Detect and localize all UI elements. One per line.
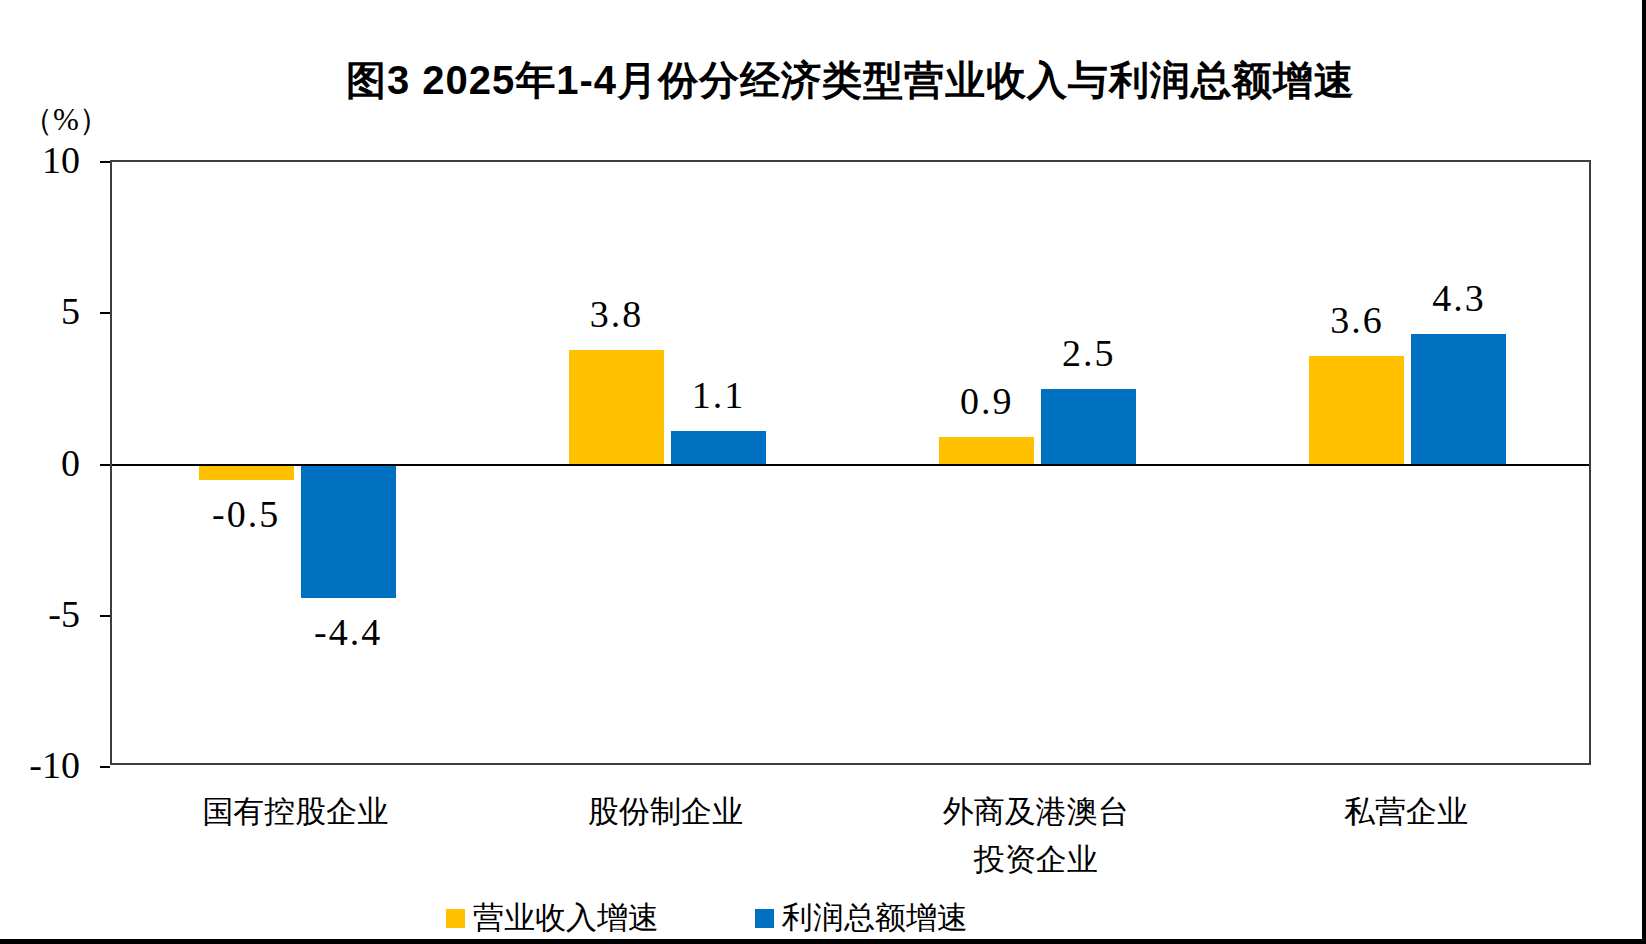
chart-legend: 营业收入增速 利润总额增速 — [446, 899, 968, 937]
bar-利润总额增速-股份制企业 — [671, 431, 766, 464]
y-axis-tick-label: -10 — [29, 746, 80, 784]
bar-value-label: 1.1 — [633, 373, 803, 417]
category-label: 股份制企业 — [588, 788, 743, 836]
legend-swatch-icon — [446, 909, 465, 928]
x-axis-category-labels: 国有控股企业 股份制企业 外商及港澳台 投资企业 私营企业 — [110, 788, 1591, 898]
legend-label: 利润总额增速 — [782, 899, 968, 937]
bar-营业收入增速-私营企业 — [1309, 356, 1404, 465]
y-axis-tick-mark — [100, 312, 110, 314]
bar-value-label: -0.5 — [161, 492, 331, 536]
y-axis-tick-label: 0 — [61, 444, 80, 482]
bar-value-label: 3.8 — [531, 292, 701, 336]
bar-value-label: -4.4 — [263, 610, 433, 654]
screenshot-right-border — [1642, 0, 1646, 944]
bar-营业收入增速-外商及港澳台投资企业 — [939, 437, 1034, 464]
bar-value-label: 2.5 — [1004, 331, 1174, 375]
legend-label: 营业收入增速 — [473, 899, 659, 937]
zero-axis-line — [112, 464, 1589, 466]
y-axis-unit-label: （%） — [22, 102, 110, 138]
y-axis-tick-label: -5 — [48, 595, 80, 633]
chart-title: 图3 2025年1-4月份分经济类型营业收入与利润总额增速 — [110, 56, 1591, 104]
category-label: 国有控股企业 — [202, 788, 388, 836]
y-axis-tick-mark — [100, 161, 110, 163]
category-label: 外商及港澳台 投资企业 — [943, 788, 1129, 884]
bar-营业收入增速-国有控股企业 — [199, 465, 294, 480]
y-axis-tick-mark — [100, 766, 110, 768]
legend-swatch-icon — [755, 909, 774, 928]
legend-item: 利润总额增速 — [755, 899, 968, 937]
bar-利润总额增速-私营企业 — [1411, 334, 1506, 464]
bar-value-label: 4.3 — [1374, 276, 1544, 320]
chart-figure: 图3 2025年1-4月份分经济类型营业收入与利润总额增速 （%） 10 5 0 -5… — [0, 0, 1646, 944]
legend-item: 营业收入增速 — [446, 899, 659, 937]
y-axis-tick-label: 10 — [42, 141, 80, 179]
screenshot-bottom-border — [0, 939, 1646, 944]
y-axis-tick-labels: 1050-5-10 — [0, 160, 80, 765]
y-axis-tick-label: 5 — [61, 292, 80, 330]
y-axis-tick-mark — [100, 464, 110, 466]
bar-value-label: 0.9 — [902, 379, 1072, 423]
y-axis-tick-mark — [100, 615, 110, 617]
category-label: 私营企业 — [1344, 788, 1468, 836]
plot-area: -0.53.80.93.6-4.41.12.54.3 — [110, 160, 1591, 765]
